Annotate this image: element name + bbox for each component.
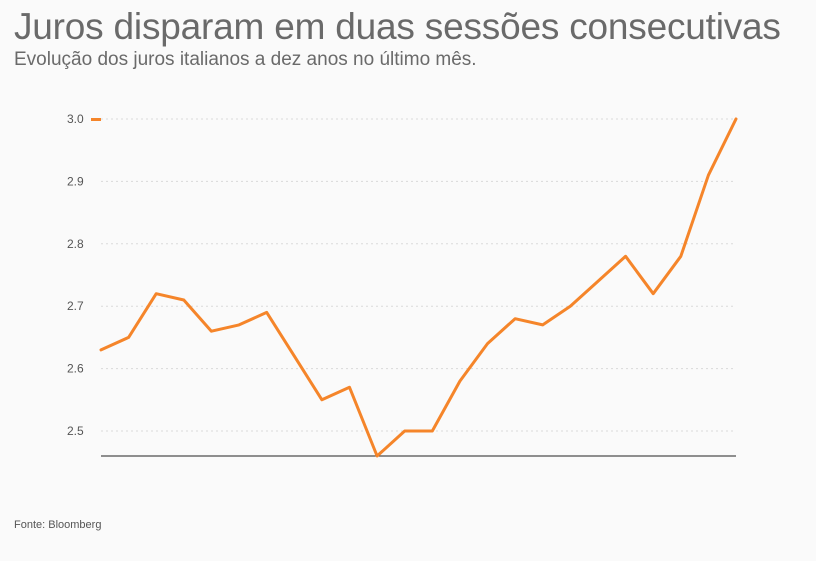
chart-title: Juros disparam em duas sessões consecuti… <box>14 6 781 47</box>
y-tick-label: 3.0 <box>67 112 84 126</box>
y-tick-label: 2.7 <box>67 299 84 313</box>
y-tick-labels: 2.5 2.6 2.7 2.8 2.9 3.0 <box>67 112 84 438</box>
y-tick-label: 2.5 <box>67 424 84 438</box>
y-tick-label: 2.9 <box>67 174 84 188</box>
y-tick-label: 2.8 <box>67 237 84 251</box>
top-tick-marker <box>91 118 101 121</box>
grid-lines <box>101 118 736 432</box>
chart-subtitle: Evolução dos juros italianos a dez anos … <box>14 49 477 70</box>
series-line <box>99 117 738 458</box>
y-tick-label: 2.6 <box>67 362 84 376</box>
series-layer <box>99 117 738 458</box>
source-note: Fonte: Bloomberg <box>14 519 102 531</box>
